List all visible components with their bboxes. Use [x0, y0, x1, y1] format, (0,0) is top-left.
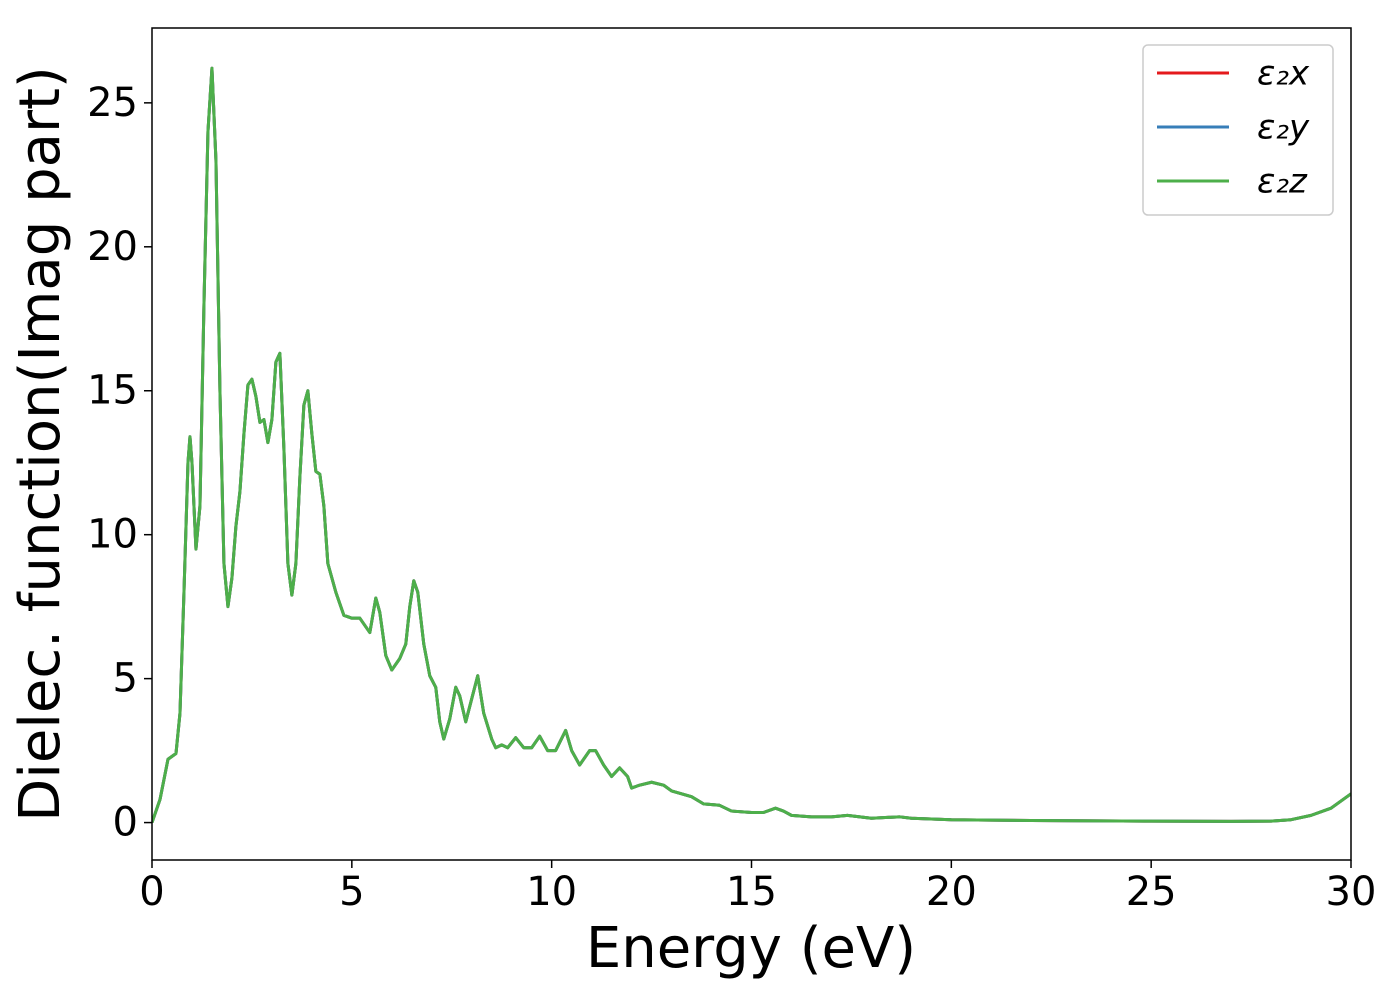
- y-tick-label: 20: [87, 224, 138, 270]
- y-axis-label: Dielec. function(Imag part): [8, 66, 73, 822]
- plot-frame: [151, 27, 1352, 861]
- y-tick-label: 5: [113, 656, 138, 702]
- legend-label: ε₂x: [1257, 54, 1310, 94]
- x-tick-label: 20: [926, 869, 977, 915]
- x-tick-label: 0: [139, 869, 164, 915]
- y-tick-label: 25: [87, 80, 138, 126]
- x-tick-label: 10: [526, 869, 577, 915]
- x-tick-label: 5: [339, 869, 364, 915]
- x-tick-label: 25: [1126, 869, 1177, 915]
- x-axis-label: Energy (eV): [586, 916, 916, 981]
- x-tick-label: 30: [1326, 869, 1377, 915]
- legend-label: ε₂y: [1257, 108, 1310, 148]
- data-line: [152, 66, 1351, 824]
- y-tick-label: 0: [113, 800, 138, 846]
- y-tick-label: 15: [87, 368, 138, 414]
- legend-box: [1142, 44, 1334, 216]
- y-tick-label: 10: [87, 512, 138, 558]
- legend-label: ε₂z: [1257, 162, 1308, 202]
- x-tick-label: 15: [726, 869, 777, 915]
